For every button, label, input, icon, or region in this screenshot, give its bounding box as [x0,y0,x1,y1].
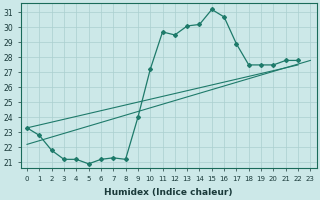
X-axis label: Humidex (Indice chaleur): Humidex (Indice chaleur) [104,188,233,197]
